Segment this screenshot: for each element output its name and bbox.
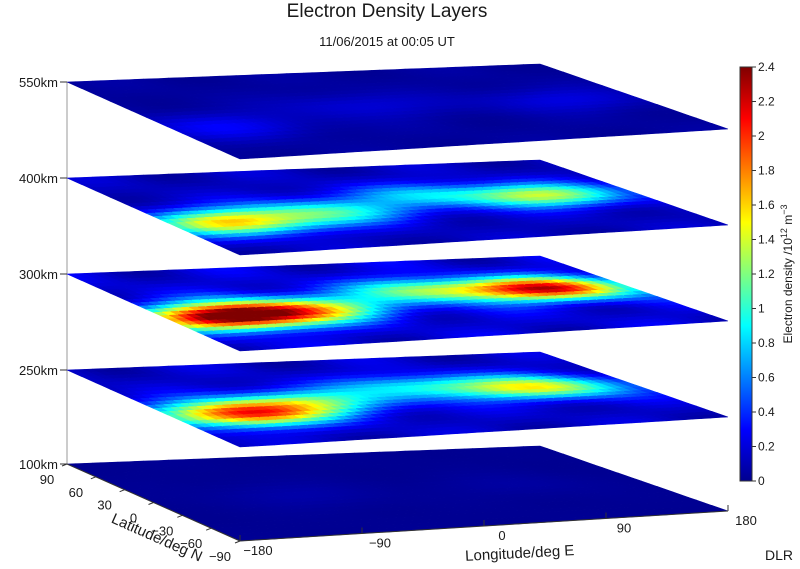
density-layer-400km	[66, 159, 729, 256]
chart-subtitle: 11/06/2015 at 00:05 UT	[319, 34, 455, 49]
chart-title: Electron Density Layers	[287, 1, 488, 22]
layer-stack	[66, 63, 729, 542]
density-layer-550km	[66, 63, 729, 160]
density-layer-250km	[66, 351, 729, 448]
density-layer-300km	[66, 255, 729, 352]
